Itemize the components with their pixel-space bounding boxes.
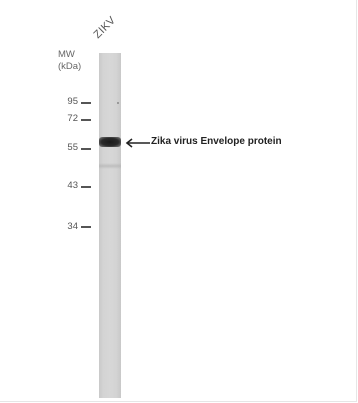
marker-tick-43 — [81, 186, 91, 188]
marker-tick-72 — [81, 119, 91, 121]
arrow-left-icon — [125, 138, 150, 148]
band-annotation: Zika virus Envelope protein — [151, 136, 282, 147]
marker-tick-95 — [81, 102, 91, 104]
protein-band — [99, 137, 121, 147]
marker-tick-55 — [81, 148, 91, 150]
marker-label-95: 95 — [67, 96, 78, 107]
mw-label-line1: MW — [58, 49, 75, 60]
faint-band — [99, 163, 121, 169]
marker-label-34: 34 — [67, 221, 78, 232]
lane-speck — [117, 102, 119, 104]
mw-axis-label: MW (kDa) — [58, 49, 81, 73]
gel-lane — [99, 53, 121, 398]
mw-label-line2: (kDa) — [58, 61, 82, 72]
marker-label-43: 43 — [67, 180, 78, 191]
marker-label-55: 55 — [67, 142, 78, 153]
marker-label-72: 72 — [67, 113, 78, 124]
marker-tick-34 — [81, 226, 91, 228]
